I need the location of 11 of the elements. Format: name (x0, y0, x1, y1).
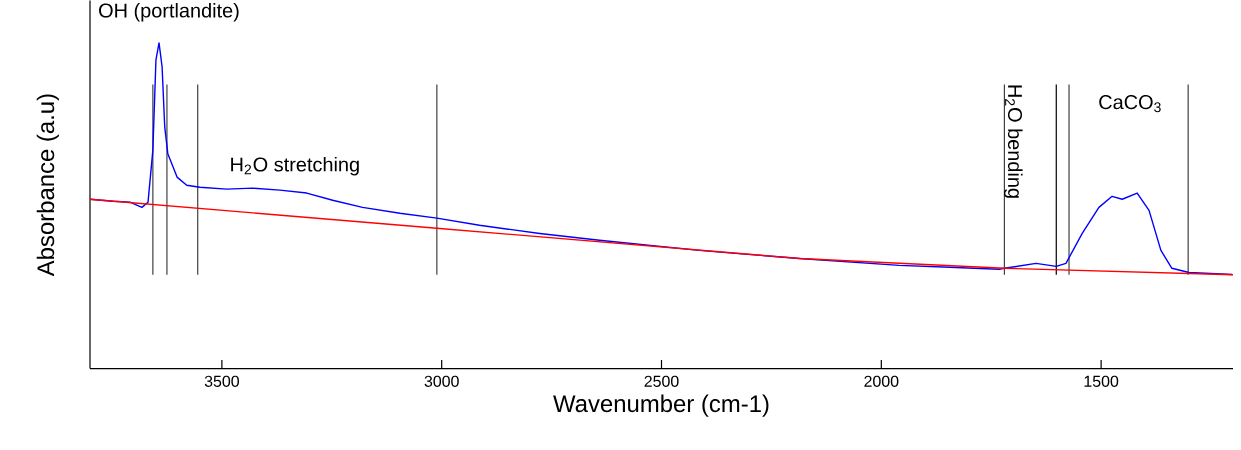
annotation: CaCO$_{3}$ (1099, 95, 1161, 113)
annotation: H$_{2}$O stretching (231, 157, 359, 176)
text: OH (portlandite) (99, 3, 239, 22)
x-tick-label: 1500 (1084, 375, 1119, 388)
x-axis-title: Wavenumber (cm-1) (553, 394, 769, 418)
y-axis-title: Absorbance (a.u) (36, 94, 59, 277)
annotation: H$_{2}$O bending (1004, 85, 1023, 198)
x-tick-label: 2500 (644, 375, 679, 388)
x-tick-label: 3500 (204, 375, 239, 388)
x-tick-label: 3000 (424, 375, 459, 388)
x-tick-label: 2000 (864, 375, 899, 388)
